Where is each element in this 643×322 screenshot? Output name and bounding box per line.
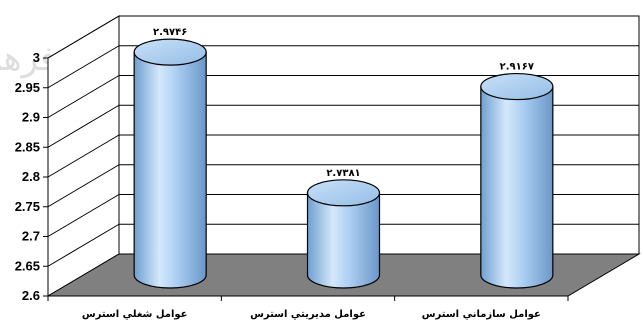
- y-axis-ticks: 2.6 2.65 2.7 2.75 2.8 2.85 2.9 2.95 3: [15, 50, 49, 303]
- bar-data-label: ۲.۹۱۶۷: [500, 62, 534, 73]
- y-tick-label: 2.7: [22, 229, 40, 244]
- gridline-side: [47, 134, 120, 178]
- bar-top: [306, 179, 381, 207]
- bar-cylinder: ۲.۹۷۴۶: [133, 27, 207, 289]
- y-tick-label: 2.65: [15, 258, 40, 273]
- bar-cylinder: ۲.۷۳۸۱: [306, 168, 381, 289]
- y-tick-label: 2.85: [15, 139, 40, 154]
- y-tick-label: 2.95: [15, 80, 40, 95]
- x-category-label: عوامل مديريتي استرس: [250, 309, 366, 320]
- gridline-side: [47, 15, 120, 59]
- bar-data-label: ۲.۷۳۸۱: [326, 168, 360, 179]
- bar-body: [480, 85, 554, 289]
- x-category-label: عوامل سازماني استرس: [422, 309, 541, 320]
- y-tick-label: 2.6: [22, 288, 40, 303]
- gridline-side: [47, 194, 120, 237]
- gridline-side: [47, 164, 120, 208]
- gridline-side: [47, 223, 120, 267]
- bar-cylinder: ۲.۹۱۶۷: [480, 62, 554, 289]
- x-axis-categories: عوامل شغلي استرس عوامل مديريتي استرس عوامل…: [47, 295, 569, 320]
- y-tick-label: 2.75: [15, 199, 40, 214]
- bar-data-label: ۲.۹۷۴۶: [153, 27, 187, 38]
- gridline-side: [47, 75, 120, 118]
- x-category-label: عوامل شغلي استرس: [82, 309, 188, 320]
- y-tick-label: 2.9: [22, 110, 40, 125]
- bars: ۲.۹۷۴۶ ۲.۷۳۸۱ ۲.۹۱۶۷: [133, 27, 554, 289]
- bar-top: [133, 38, 207, 66]
- gridline-side: [47, 45, 120, 89]
- bar-top: [480, 72, 554, 101]
- bar-body: [133, 51, 207, 289]
- bar-body: [306, 192, 381, 289]
- y-tick-label: 3: [33, 50, 40, 65]
- gridline-side: [47, 104, 120, 148]
- y-tick-label: 2.8: [22, 169, 40, 184]
